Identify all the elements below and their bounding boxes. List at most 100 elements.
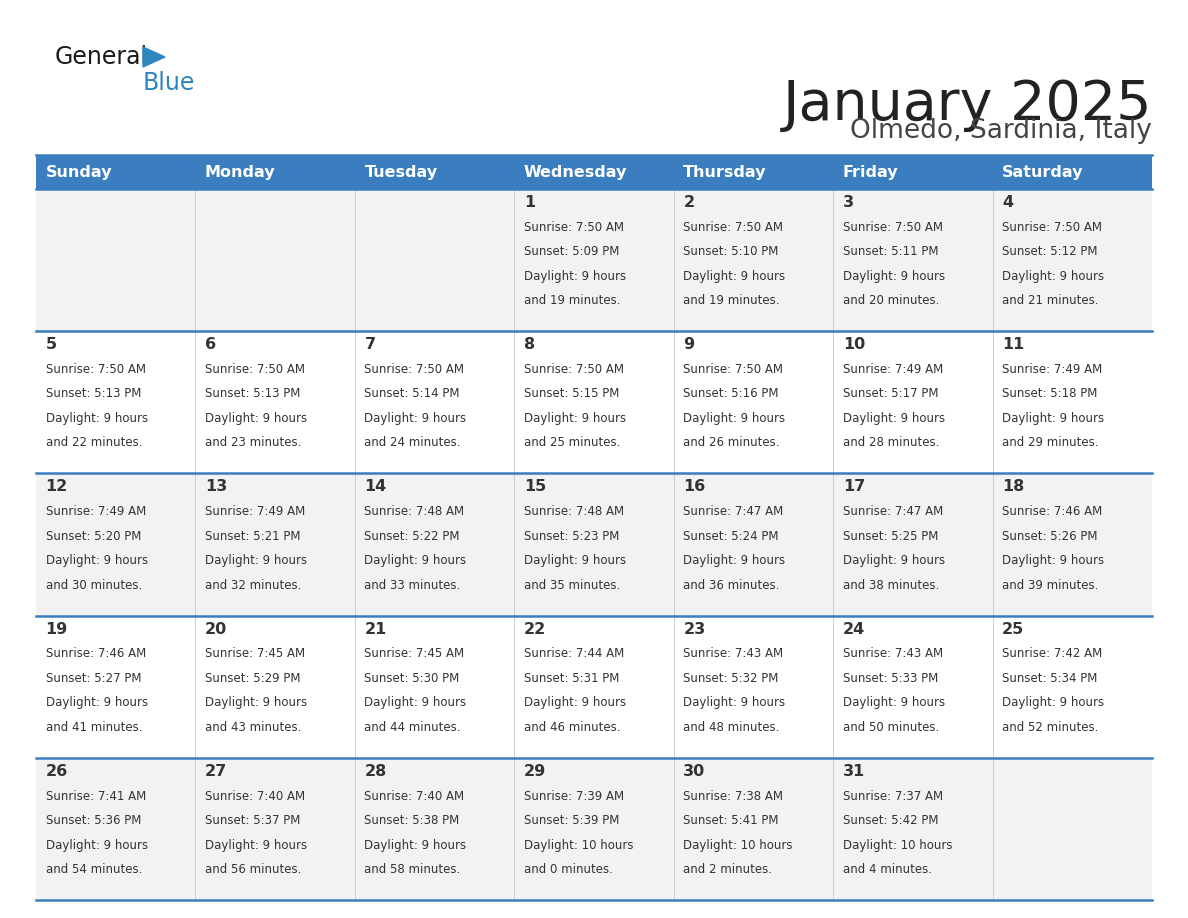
Text: Sunrise: 7:50 AM: Sunrise: 7:50 AM: [524, 363, 624, 376]
Text: Sunrise: 7:50 AM: Sunrise: 7:50 AM: [683, 220, 783, 234]
Text: and 54 minutes.: and 54 minutes.: [45, 863, 141, 876]
Text: 25: 25: [1003, 621, 1024, 636]
Bar: [196, 189, 355, 331]
Text: and 32 minutes.: and 32 minutes.: [206, 578, 302, 592]
Text: Daylight: 9 hours: Daylight: 9 hours: [524, 554, 626, 567]
Text: Sunset: 5:27 PM: Sunset: 5:27 PM: [45, 672, 141, 685]
Text: and 58 minutes.: and 58 minutes.: [365, 863, 461, 876]
Text: and 35 minutes.: and 35 minutes.: [524, 578, 620, 592]
Text: Sunset: 5:13 PM: Sunset: 5:13 PM: [206, 387, 301, 400]
Text: 29: 29: [524, 764, 546, 778]
Text: Sunset: 5:12 PM: Sunset: 5:12 PM: [1003, 245, 1098, 258]
Text: Sunrise: 7:38 AM: Sunrise: 7:38 AM: [683, 789, 783, 802]
Text: and 21 minutes.: and 21 minutes.: [1003, 295, 1099, 308]
Text: Sunrise: 7:50 AM: Sunrise: 7:50 AM: [683, 363, 783, 376]
Text: Sunset: 5:23 PM: Sunset: 5:23 PM: [524, 530, 619, 543]
Text: Sunrise: 7:50 AM: Sunrise: 7:50 AM: [842, 220, 943, 234]
Bar: [355, 474, 514, 616]
Text: and 20 minutes.: and 20 minutes.: [842, 295, 939, 308]
Text: Daylight: 9 hours: Daylight: 9 hours: [206, 554, 308, 567]
Bar: [36, 155, 196, 189]
Text: Daylight: 9 hours: Daylight: 9 hours: [365, 412, 467, 425]
Text: and 28 minutes.: and 28 minutes.: [842, 436, 939, 450]
Bar: [833, 331, 992, 474]
Text: 2: 2: [683, 195, 695, 210]
Text: Sunset: 5:29 PM: Sunset: 5:29 PM: [206, 672, 301, 685]
Text: Sunrise: 7:40 AM: Sunrise: 7:40 AM: [365, 789, 465, 802]
Text: and 38 minutes.: and 38 minutes.: [842, 578, 939, 592]
Text: 6: 6: [206, 337, 216, 353]
Text: Daylight: 10 hours: Daylight: 10 hours: [842, 838, 953, 852]
Text: Daylight: 9 hours: Daylight: 9 hours: [1003, 697, 1105, 710]
Text: Sunset: 5:41 PM: Sunset: 5:41 PM: [683, 814, 779, 827]
Text: Sunset: 5:31 PM: Sunset: 5:31 PM: [524, 672, 619, 685]
Text: Daylight: 9 hours: Daylight: 9 hours: [524, 697, 626, 710]
Text: Sunset: 5:34 PM: Sunset: 5:34 PM: [1003, 672, 1098, 685]
Polygon shape: [143, 47, 165, 67]
Text: Sunset: 5:15 PM: Sunset: 5:15 PM: [524, 387, 619, 400]
Text: and 56 minutes.: and 56 minutes.: [206, 863, 302, 876]
Text: Daylight: 9 hours: Daylight: 9 hours: [524, 412, 626, 425]
Text: Sunset: 5:26 PM: Sunset: 5:26 PM: [1003, 530, 1098, 543]
Text: Sunset: 5:09 PM: Sunset: 5:09 PM: [524, 245, 619, 258]
Text: Friday: Friday: [842, 164, 898, 180]
Bar: [196, 616, 355, 757]
Text: Sunset: 5:32 PM: Sunset: 5:32 PM: [683, 672, 778, 685]
Text: and 41 minutes.: and 41 minutes.: [45, 721, 143, 733]
Text: Wednesday: Wednesday: [524, 164, 627, 180]
Text: and 19 minutes.: and 19 minutes.: [683, 295, 779, 308]
Text: Sunset: 5:17 PM: Sunset: 5:17 PM: [842, 387, 939, 400]
Text: Daylight: 9 hours: Daylight: 9 hours: [683, 554, 785, 567]
Bar: [196, 474, 355, 616]
Bar: [36, 331, 196, 474]
Bar: [992, 757, 1152, 900]
Bar: [833, 189, 992, 331]
Text: and 19 minutes.: and 19 minutes.: [524, 295, 620, 308]
Text: Sunrise: 7:44 AM: Sunrise: 7:44 AM: [524, 647, 624, 660]
Text: Sunrise: 7:48 AM: Sunrise: 7:48 AM: [524, 505, 624, 518]
Text: Sunrise: 7:49 AM: Sunrise: 7:49 AM: [206, 505, 305, 518]
Text: and 0 minutes.: and 0 minutes.: [524, 863, 613, 876]
Text: 30: 30: [683, 764, 706, 778]
Text: 3: 3: [842, 195, 854, 210]
Text: and 25 minutes.: and 25 minutes.: [524, 436, 620, 450]
Bar: [992, 155, 1152, 189]
Text: and 48 minutes.: and 48 minutes.: [683, 721, 779, 733]
Text: and 29 minutes.: and 29 minutes.: [1003, 436, 1099, 450]
Text: Daylight: 9 hours: Daylight: 9 hours: [683, 697, 785, 710]
Text: Blue: Blue: [143, 71, 195, 95]
Text: Sunrise: 7:47 AM: Sunrise: 7:47 AM: [683, 505, 784, 518]
Text: Sunset: 5:39 PM: Sunset: 5:39 PM: [524, 814, 619, 827]
Text: Sunrise: 7:47 AM: Sunrise: 7:47 AM: [842, 505, 943, 518]
Text: Tuesday: Tuesday: [365, 164, 437, 180]
Bar: [355, 757, 514, 900]
Text: Daylight: 9 hours: Daylight: 9 hours: [45, 412, 147, 425]
Bar: [36, 616, 196, 757]
Text: 11: 11: [1003, 337, 1024, 353]
Text: Daylight: 10 hours: Daylight: 10 hours: [524, 838, 633, 852]
Text: and 50 minutes.: and 50 minutes.: [842, 721, 939, 733]
Text: Olmedo, Sardinia, Italy: Olmedo, Sardinia, Italy: [851, 118, 1152, 144]
Text: 28: 28: [365, 764, 386, 778]
Bar: [992, 474, 1152, 616]
Bar: [355, 331, 514, 474]
Text: Sunrise: 7:39 AM: Sunrise: 7:39 AM: [524, 789, 624, 802]
Text: Daylight: 9 hours: Daylight: 9 hours: [683, 412, 785, 425]
Text: and 24 minutes.: and 24 minutes.: [365, 436, 461, 450]
Bar: [674, 155, 833, 189]
Bar: [674, 616, 833, 757]
Text: Daylight: 9 hours: Daylight: 9 hours: [1003, 554, 1105, 567]
Text: and 2 minutes.: and 2 minutes.: [683, 863, 772, 876]
Bar: [36, 757, 196, 900]
Text: Daylight: 9 hours: Daylight: 9 hours: [524, 270, 626, 283]
Text: Sunrise: 7:50 AM: Sunrise: 7:50 AM: [45, 363, 146, 376]
Text: Sunrise: 7:48 AM: Sunrise: 7:48 AM: [365, 505, 465, 518]
Text: Daylight: 9 hours: Daylight: 9 hours: [206, 697, 308, 710]
Text: Sunset: 5:38 PM: Sunset: 5:38 PM: [365, 814, 460, 827]
Text: 1: 1: [524, 195, 535, 210]
Text: Daylight: 9 hours: Daylight: 9 hours: [842, 270, 944, 283]
Text: 27: 27: [206, 764, 227, 778]
Text: Daylight: 10 hours: Daylight: 10 hours: [683, 838, 792, 852]
Text: 5: 5: [45, 337, 57, 353]
Text: Sunrise: 7:45 AM: Sunrise: 7:45 AM: [206, 647, 305, 660]
